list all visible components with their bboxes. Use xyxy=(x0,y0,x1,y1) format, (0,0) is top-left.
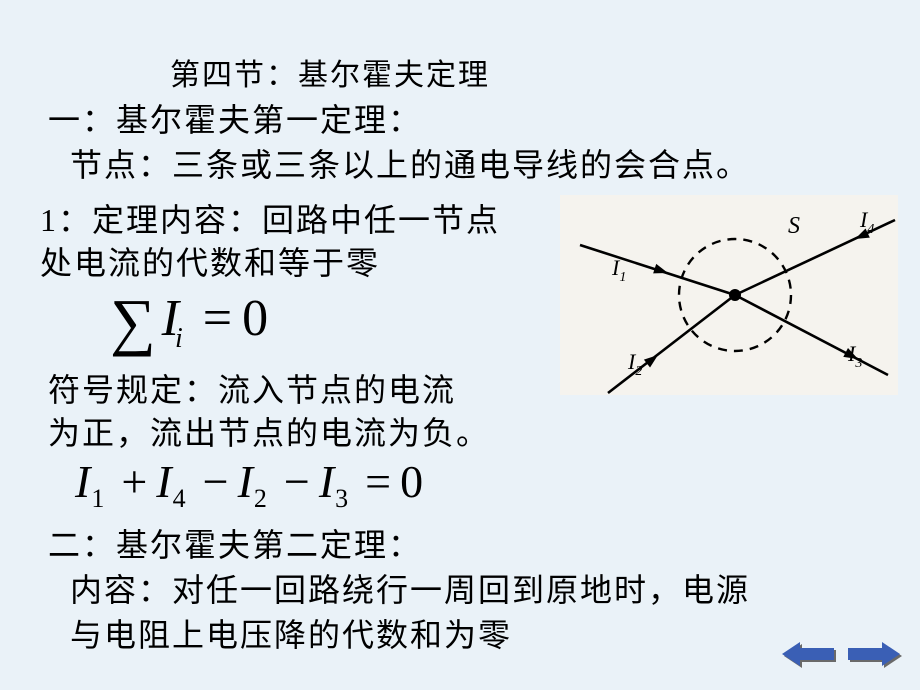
eq1-sub: i xyxy=(175,323,183,354)
theorem1-line2: 处电流的代数和等于零 xyxy=(40,238,380,284)
eq2-I1: I1 xyxy=(75,456,113,507)
section1-heading: 一：基尔霍夫第一定理： xyxy=(48,95,422,141)
node-definition: 节点：三条或三条以上的通电导线的会合点。 xyxy=(70,140,750,186)
sign-rule-line1: 符号规定：流入节点的电流 xyxy=(48,365,456,411)
eq2-rhs: 0 xyxy=(400,456,424,507)
eq2-I4: I4 xyxy=(156,456,194,507)
eq2-I2: I2 xyxy=(238,456,276,507)
label-S: S xyxy=(788,213,800,239)
eq2-op2: − xyxy=(203,456,230,507)
prev-slide-button[interactable] xyxy=(780,640,836,668)
nav-arrows xyxy=(780,640,902,668)
equation-kcl-example: I1+I4−I2−I3=0 xyxy=(75,455,424,514)
eq2-op3: − xyxy=(284,456,311,507)
sigma-symbol: ∑ xyxy=(110,286,156,357)
eq1-rhs: 0 xyxy=(242,290,268,347)
eq2-I3: I3 xyxy=(319,456,357,507)
content2-line1: 内容：对任一回路绕行一周回到原地时，电源 xyxy=(70,565,750,611)
kirchhoff-node-diagram: S I1 I2 I3 I4 xyxy=(560,195,898,395)
theorem1-line1: 1：定理内容：回路中任一节点 xyxy=(40,195,500,241)
section-title: 第四节：基尔霍夫定理 xyxy=(170,50,490,94)
next-slide-button[interactable] xyxy=(846,640,902,668)
equation-sum-i: ∑Ii=0 xyxy=(110,285,268,359)
eq2-op1: + xyxy=(121,456,148,507)
sign-rule-line2: 为正，流出节点的电流为负。 xyxy=(48,408,490,454)
slide-container: 第四节：基尔霍夫定理 一：基尔霍夫第一定理： 节点：三条或三条以上的通电导线的会… xyxy=(0,0,920,690)
eq1-eq: = xyxy=(203,290,232,347)
eq2-op4: = xyxy=(365,456,392,507)
section2-heading: 二：基尔霍夫第二定理： xyxy=(48,520,422,566)
content2-line2: 与电阻上电压降的代数和为零 xyxy=(70,610,512,656)
